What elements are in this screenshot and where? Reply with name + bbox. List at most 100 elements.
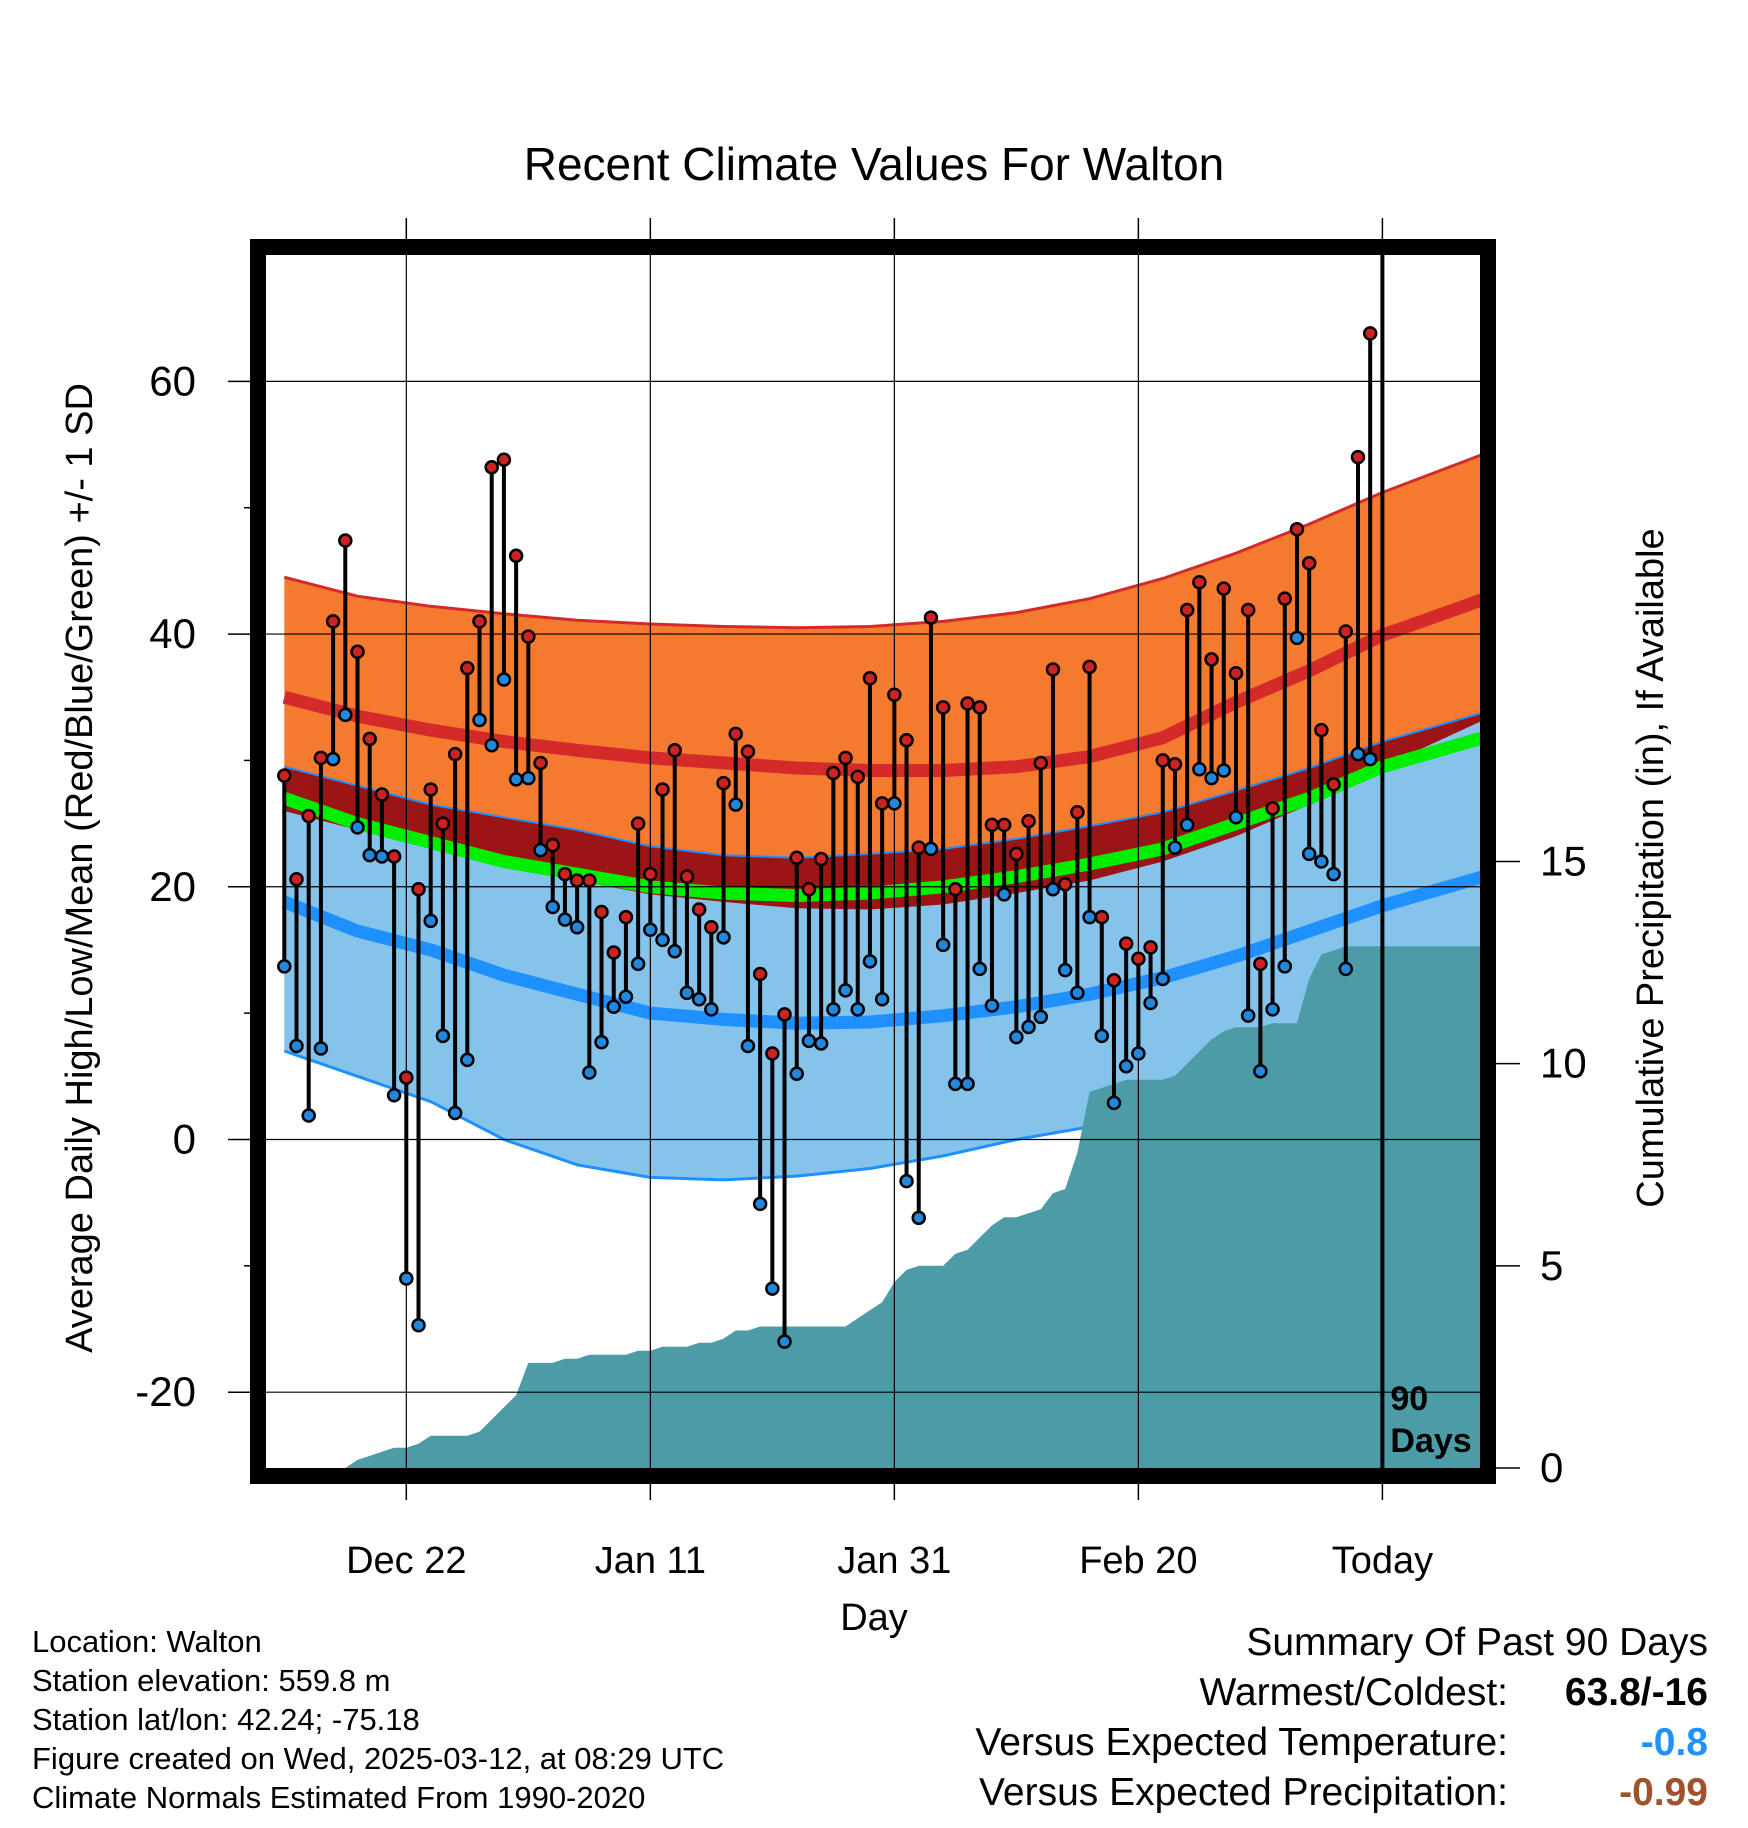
temp-value: -0.8 <box>1640 1721 1708 1764</box>
y-tick-label: 40 <box>149 610 196 657</box>
daily-high-point <box>874 796 890 811</box>
daily-low-point <box>996 887 1012 902</box>
daily-low-point <box>1131 1046 1146 1061</box>
daily-high-point <box>399 1070 414 1085</box>
x-tick-label: Jan 11 <box>595 1540 706 1582</box>
daily-low-point <box>1082 909 1097 925</box>
daily-low-point <box>582 1065 597 1080</box>
daily-high-point <box>1021 813 1036 829</box>
daily-low-point <box>606 999 621 1015</box>
daily-high-point <box>1131 951 1146 967</box>
daily-low-point <box>862 954 878 969</box>
y2-axis-label: Cumulative Precipitation (in), If Availa… <box>1630 528 1672 1207</box>
y2-tick-label: 0 <box>1540 1444 1563 1491</box>
y-tick-label: -20 <box>135 1368 196 1415</box>
daily-high-point <box>1192 575 1207 590</box>
daily-low-point <box>935 937 951 953</box>
y2-tick-label: 15 <box>1540 838 1587 885</box>
daily-low-point <box>1204 770 1219 786</box>
daily-high-point <box>1082 659 1097 675</box>
daily-low-point <box>496 672 512 687</box>
daily-high-point <box>289 871 304 887</box>
daily-high-point <box>1265 801 1280 816</box>
daily-high-point <box>582 873 597 888</box>
info-normals: Climate Normals Estimated From 1990-2020 <box>32 1780 646 1815</box>
daily-low-point <box>801 1033 817 1049</box>
daily-high-point <box>386 849 402 864</box>
daily-high-point <box>801 882 817 897</box>
daily-low-point <box>1216 763 1232 778</box>
daily-low-point <box>569 919 585 935</box>
daily-high-point <box>606 945 621 960</box>
daily-low-point <box>399 1271 414 1286</box>
daily-high-point <box>838 750 853 766</box>
daily-high-point <box>862 671 878 686</box>
today-marker-label: Days <box>1390 1422 1471 1460</box>
daily-low-point <box>1070 985 1085 1001</box>
daily-low-point <box>960 1076 975 1092</box>
daily-high-point <box>484 460 499 475</box>
daily-low-point <box>521 770 536 786</box>
y-tick-label: 0 <box>173 1115 196 1162</box>
daily-high-point <box>1362 326 1378 341</box>
daily-high-point <box>533 755 548 771</box>
daily-low-point <box>350 820 365 835</box>
summary-precip: Versus Expected Precipitation: -0.99 <box>975 1768 1708 1818</box>
station-info: Location: Walton Station elevation: 559.… <box>32 1622 724 1817</box>
daily-low-point <box>850 1002 865 1017</box>
daily-high-point <box>752 966 768 982</box>
normal-low-line <box>281 870 1480 1030</box>
daily-low-point <box>386 1088 402 1103</box>
daily-high-point <box>667 743 682 758</box>
daily-low-point <box>1362 751 1378 767</box>
chart-title: Recent Climate Values For Walton <box>524 138 1225 190</box>
daily-high-point <box>435 816 451 831</box>
daily-low-point <box>325 751 341 767</box>
info-latlon: Station lat/lon: 42.24; -75.18 <box>32 1702 420 1737</box>
daily-high-point <box>277 768 292 783</box>
daily-high-point <box>1338 624 1354 639</box>
daily-high-point <box>313 750 329 766</box>
daily-high-point <box>362 731 377 747</box>
daily-high-point <box>521 629 536 644</box>
daily-low-point <box>460 1052 475 1068</box>
daily-high-point <box>325 614 341 629</box>
daily-low-point <box>1289 630 1305 646</box>
daily-high-point <box>1118 936 1134 951</box>
daily-high-point <box>948 882 963 897</box>
daily-low-point <box>1179 817 1195 833</box>
daily-low-point <box>740 1038 756 1054</box>
daily-high-point <box>460 660 475 676</box>
daily-high-point <box>508 548 524 563</box>
daily-low-point <box>289 1038 304 1054</box>
daily-high-point <box>1277 591 1293 606</box>
daily-high-point <box>1179 602 1195 618</box>
daily-low-point <box>630 956 646 972</box>
x-tick-label: Dec 22 <box>346 1540 466 1582</box>
daily-high-point <box>301 808 316 824</box>
daily-low-point <box>1350 746 1366 762</box>
daily-low-point <box>374 849 390 864</box>
daily-high-point <box>691 902 707 917</box>
daily-low-point <box>508 772 524 787</box>
daily-low-point <box>777 1334 792 1349</box>
daily-low-point <box>679 985 695 1001</box>
x-tick-label: Feb 20 <box>1079 1540 1197 1582</box>
daily-low-point <box>704 1002 719 1017</box>
warm-cold-value: 63.8/-16 <box>1564 1671 1708 1714</box>
daily-high-point <box>740 744 756 759</box>
daily-high-point <box>679 869 695 884</box>
daily-low-point <box>972 961 988 977</box>
daily-low-point <box>1265 1002 1280 1017</box>
daily-high-point <box>899 732 914 748</box>
daily-low-point <box>643 922 658 937</box>
daily-low-point <box>1253 1063 1268 1079</box>
daily-low-point <box>728 797 743 812</box>
daily-low-point <box>1106 1095 1122 1111</box>
daily-high-point <box>1350 449 1366 465</box>
daily-high-point <box>472 614 487 629</box>
daily-high-point <box>935 700 951 715</box>
daily-low-point <box>765 1281 780 1296</box>
daily-low-point <box>301 1108 316 1123</box>
